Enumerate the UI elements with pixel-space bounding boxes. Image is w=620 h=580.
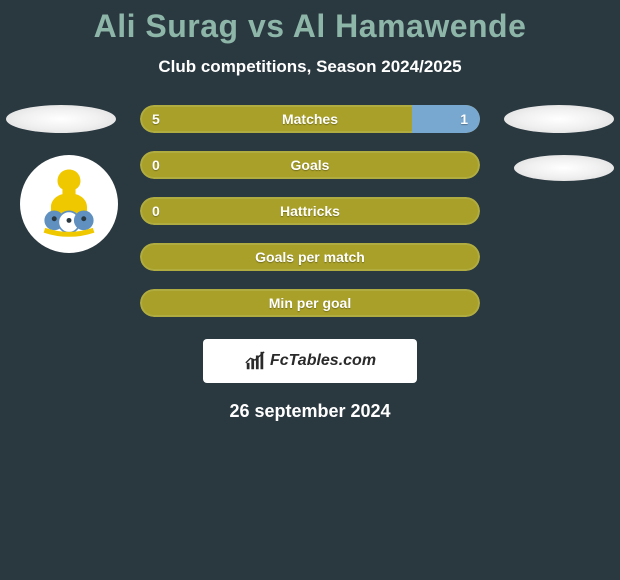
player-left-avatar-placeholder xyxy=(6,105,116,133)
stat-bar: Goals 0 xyxy=(140,151,480,179)
chart-area: Matches 5 1 Goals 0 Hattricks 0 Goals per match… xyxy=(0,105,620,317)
bar-label: Hattricks xyxy=(280,203,340,219)
bar-label: Goals xyxy=(291,157,330,173)
stat-bar: Goals per match xyxy=(140,243,480,271)
bar-value-left: 5 xyxy=(152,111,160,127)
player-right-avatar-placeholder-2 xyxy=(514,155,614,181)
bar-right-fill xyxy=(412,105,480,133)
bar-value-left: 0 xyxy=(152,157,160,173)
attribution-box: FcTables.com xyxy=(203,339,417,383)
page-title: Ali Surag vs Al Hamawende xyxy=(0,8,620,45)
bar-value-right: 1 xyxy=(460,111,468,127)
stat-bar: Min per goal xyxy=(140,289,480,317)
club-logo xyxy=(20,155,118,253)
club-logo-icon xyxy=(28,163,110,245)
stat-bar: Hattricks 0 xyxy=(140,197,480,225)
comparison-bars: Matches 5 1 Goals 0 Hattricks 0 Goals per match… xyxy=(140,105,480,317)
bar-label: Goals per match xyxy=(255,249,365,265)
date-text: 26 september 2024 xyxy=(0,401,620,422)
subtitle: Club competitions, Season 2024/2025 xyxy=(0,57,620,77)
chart-icon xyxy=(244,350,266,372)
bar-value-left: 0 xyxy=(152,203,160,219)
infographic-container: Ali Surag vs Al Hamawende Club competiti… xyxy=(0,0,620,422)
bar-label: Min per goal xyxy=(269,295,351,311)
player-right-avatar-placeholder-1 xyxy=(504,105,614,133)
bar-label: Matches xyxy=(282,111,338,127)
attribution-text: FcTables.com xyxy=(270,352,376,370)
stat-bar: Matches 5 1 xyxy=(140,105,480,133)
